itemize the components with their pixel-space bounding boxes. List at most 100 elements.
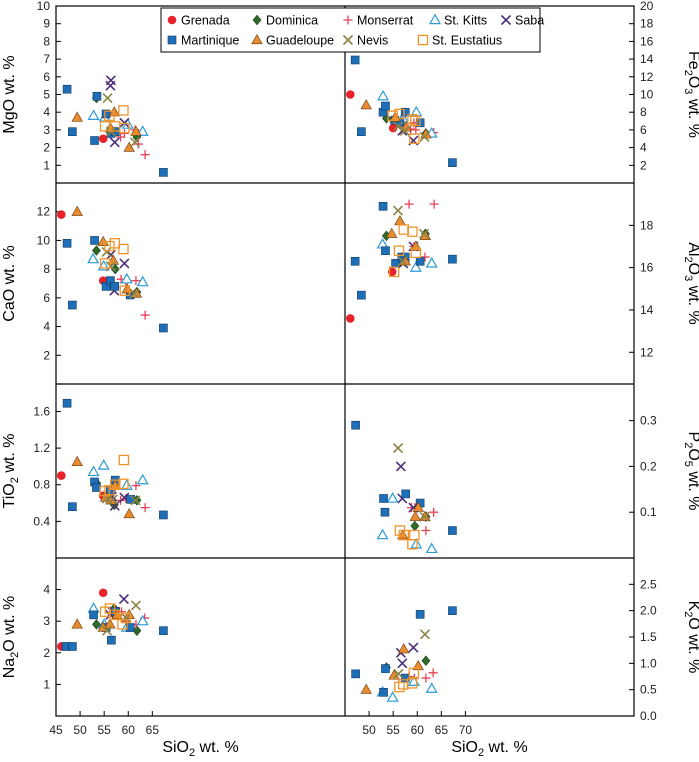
y-tick-label: 12 <box>640 345 654 359</box>
data-point <box>87 465 100 477</box>
data-point <box>101 625 113 636</box>
data-point <box>117 619 128 630</box>
y-axis-label: Na2O wt. % <box>1 596 21 679</box>
y-tick-label: 5 <box>43 88 50 102</box>
data-point <box>411 125 421 135</box>
data-point <box>425 542 438 554</box>
data-point <box>381 246 390 256</box>
legend-item-grenada: Grenada <box>167 14 230 28</box>
data-point <box>398 224 410 235</box>
y-tick-label: 2 <box>43 646 50 660</box>
y-tick-label: 1.0 <box>640 656 657 670</box>
data-point <box>68 127 77 136</box>
data-point <box>399 125 410 136</box>
y-tick-label: 2.5 <box>640 577 657 591</box>
data-point <box>376 528 389 540</box>
y-tick-label: 0.0 <box>640 709 657 723</box>
data-point <box>381 101 390 111</box>
data-point <box>121 612 132 624</box>
y-tick-label: 1.2 <box>33 441 50 455</box>
y-tick-label: 0.2 <box>640 459 657 473</box>
data-point <box>119 258 130 269</box>
legend-marker <box>167 35 177 45</box>
data-point <box>119 117 130 128</box>
legend-item-monserrat: Monserrat <box>343 14 414 28</box>
legend: Grenada Dominica Monserrat St. Kitts Saba Mar… <box>160 7 544 53</box>
data-point <box>419 511 430 522</box>
data-point <box>104 240 115 252</box>
y-tick-label: 4 <box>43 105 50 119</box>
y-tick-label: 10 <box>37 233 51 247</box>
legend-item-martinique: Martinique <box>167 34 239 48</box>
data-point <box>419 131 430 143</box>
data-point <box>407 114 418 125</box>
data-point <box>393 668 404 679</box>
data-point <box>109 609 121 621</box>
legend-label: Guadeloupe <box>266 34 334 48</box>
x-tick-label: 50 <box>362 723 376 737</box>
legend-marker <box>417 34 429 46</box>
y-tick-label: 16 <box>640 261 654 275</box>
data-point <box>398 529 410 541</box>
data-point <box>400 107 410 117</box>
data-point <box>360 683 372 694</box>
x-axis-label-left: SiO2 wt. % <box>162 739 238 759</box>
y-tick-label: 1.6 <box>33 404 50 418</box>
y-axis-label: CaO wt. % <box>1 245 18 321</box>
panel-tio2: 0.4 0.8 1.2 1.6 TiO2 wt. % <box>1 398 168 528</box>
y-tick-label: 20 <box>640 0 654 13</box>
data-point <box>409 529 420 541</box>
data-point <box>421 526 431 536</box>
legend-item-nevis: Nevis <box>342 34 388 48</box>
data-point <box>415 610 425 619</box>
data-point <box>71 618 83 629</box>
data-point <box>123 141 135 152</box>
data-point <box>105 126 116 137</box>
data-point <box>90 236 99 245</box>
plot-frame <box>55 5 635 717</box>
data-point <box>123 508 135 519</box>
panel-k2o: 0.0 0.5 1.0 1.5 2.0 2.5 K2O wt. % <box>351 577 699 723</box>
legend-item-st-kitts: St. Kitts <box>428 14 487 28</box>
data-point <box>120 479 133 490</box>
data-point <box>101 282 111 291</box>
data-point <box>400 673 410 683</box>
y-tick-label: 0.8 <box>33 478 50 492</box>
data-point <box>118 243 129 255</box>
y-axis-label: Al2O3 wt. % <box>682 242 699 325</box>
y-tick-label: 2 <box>43 141 50 155</box>
data-point <box>357 290 366 300</box>
data-point <box>125 623 135 632</box>
y-axis-label: MgO wt. % <box>1 55 18 133</box>
data-point <box>408 642 419 653</box>
data-point <box>98 134 108 144</box>
data-point <box>159 510 168 520</box>
y-axis-label: Fe2O3 wt. % <box>682 51 699 138</box>
legend-item-saba: Saba <box>500 14 544 28</box>
data-point <box>388 266 400 278</box>
data-point <box>104 110 115 121</box>
legend-label: Dominica <box>266 14 318 28</box>
data-point <box>68 300 77 310</box>
data-point <box>87 109 100 120</box>
y-tick-label: 8 <box>640 105 647 119</box>
y-tick-label: 1 <box>43 677 50 691</box>
x-tick-label: 45 <box>49 723 63 737</box>
data-point <box>393 245 405 256</box>
data-point <box>397 256 408 267</box>
data-point <box>118 105 129 116</box>
legend-label: St. Eustatius <box>432 34 502 48</box>
y-tick-label: 3 <box>43 614 50 628</box>
data-point <box>410 247 422 259</box>
data-point <box>386 492 399 503</box>
legend-label: Monserrat <box>357 14 414 28</box>
data-point <box>56 210 66 219</box>
data-point <box>130 495 141 506</box>
data-point <box>377 89 390 101</box>
data-point <box>109 137 120 148</box>
y-tick-label: 16 <box>640 34 654 48</box>
data-point <box>351 669 360 679</box>
data-point <box>121 283 134 294</box>
data-point <box>418 228 430 239</box>
y-tick-label: 0.3 <box>640 414 657 428</box>
